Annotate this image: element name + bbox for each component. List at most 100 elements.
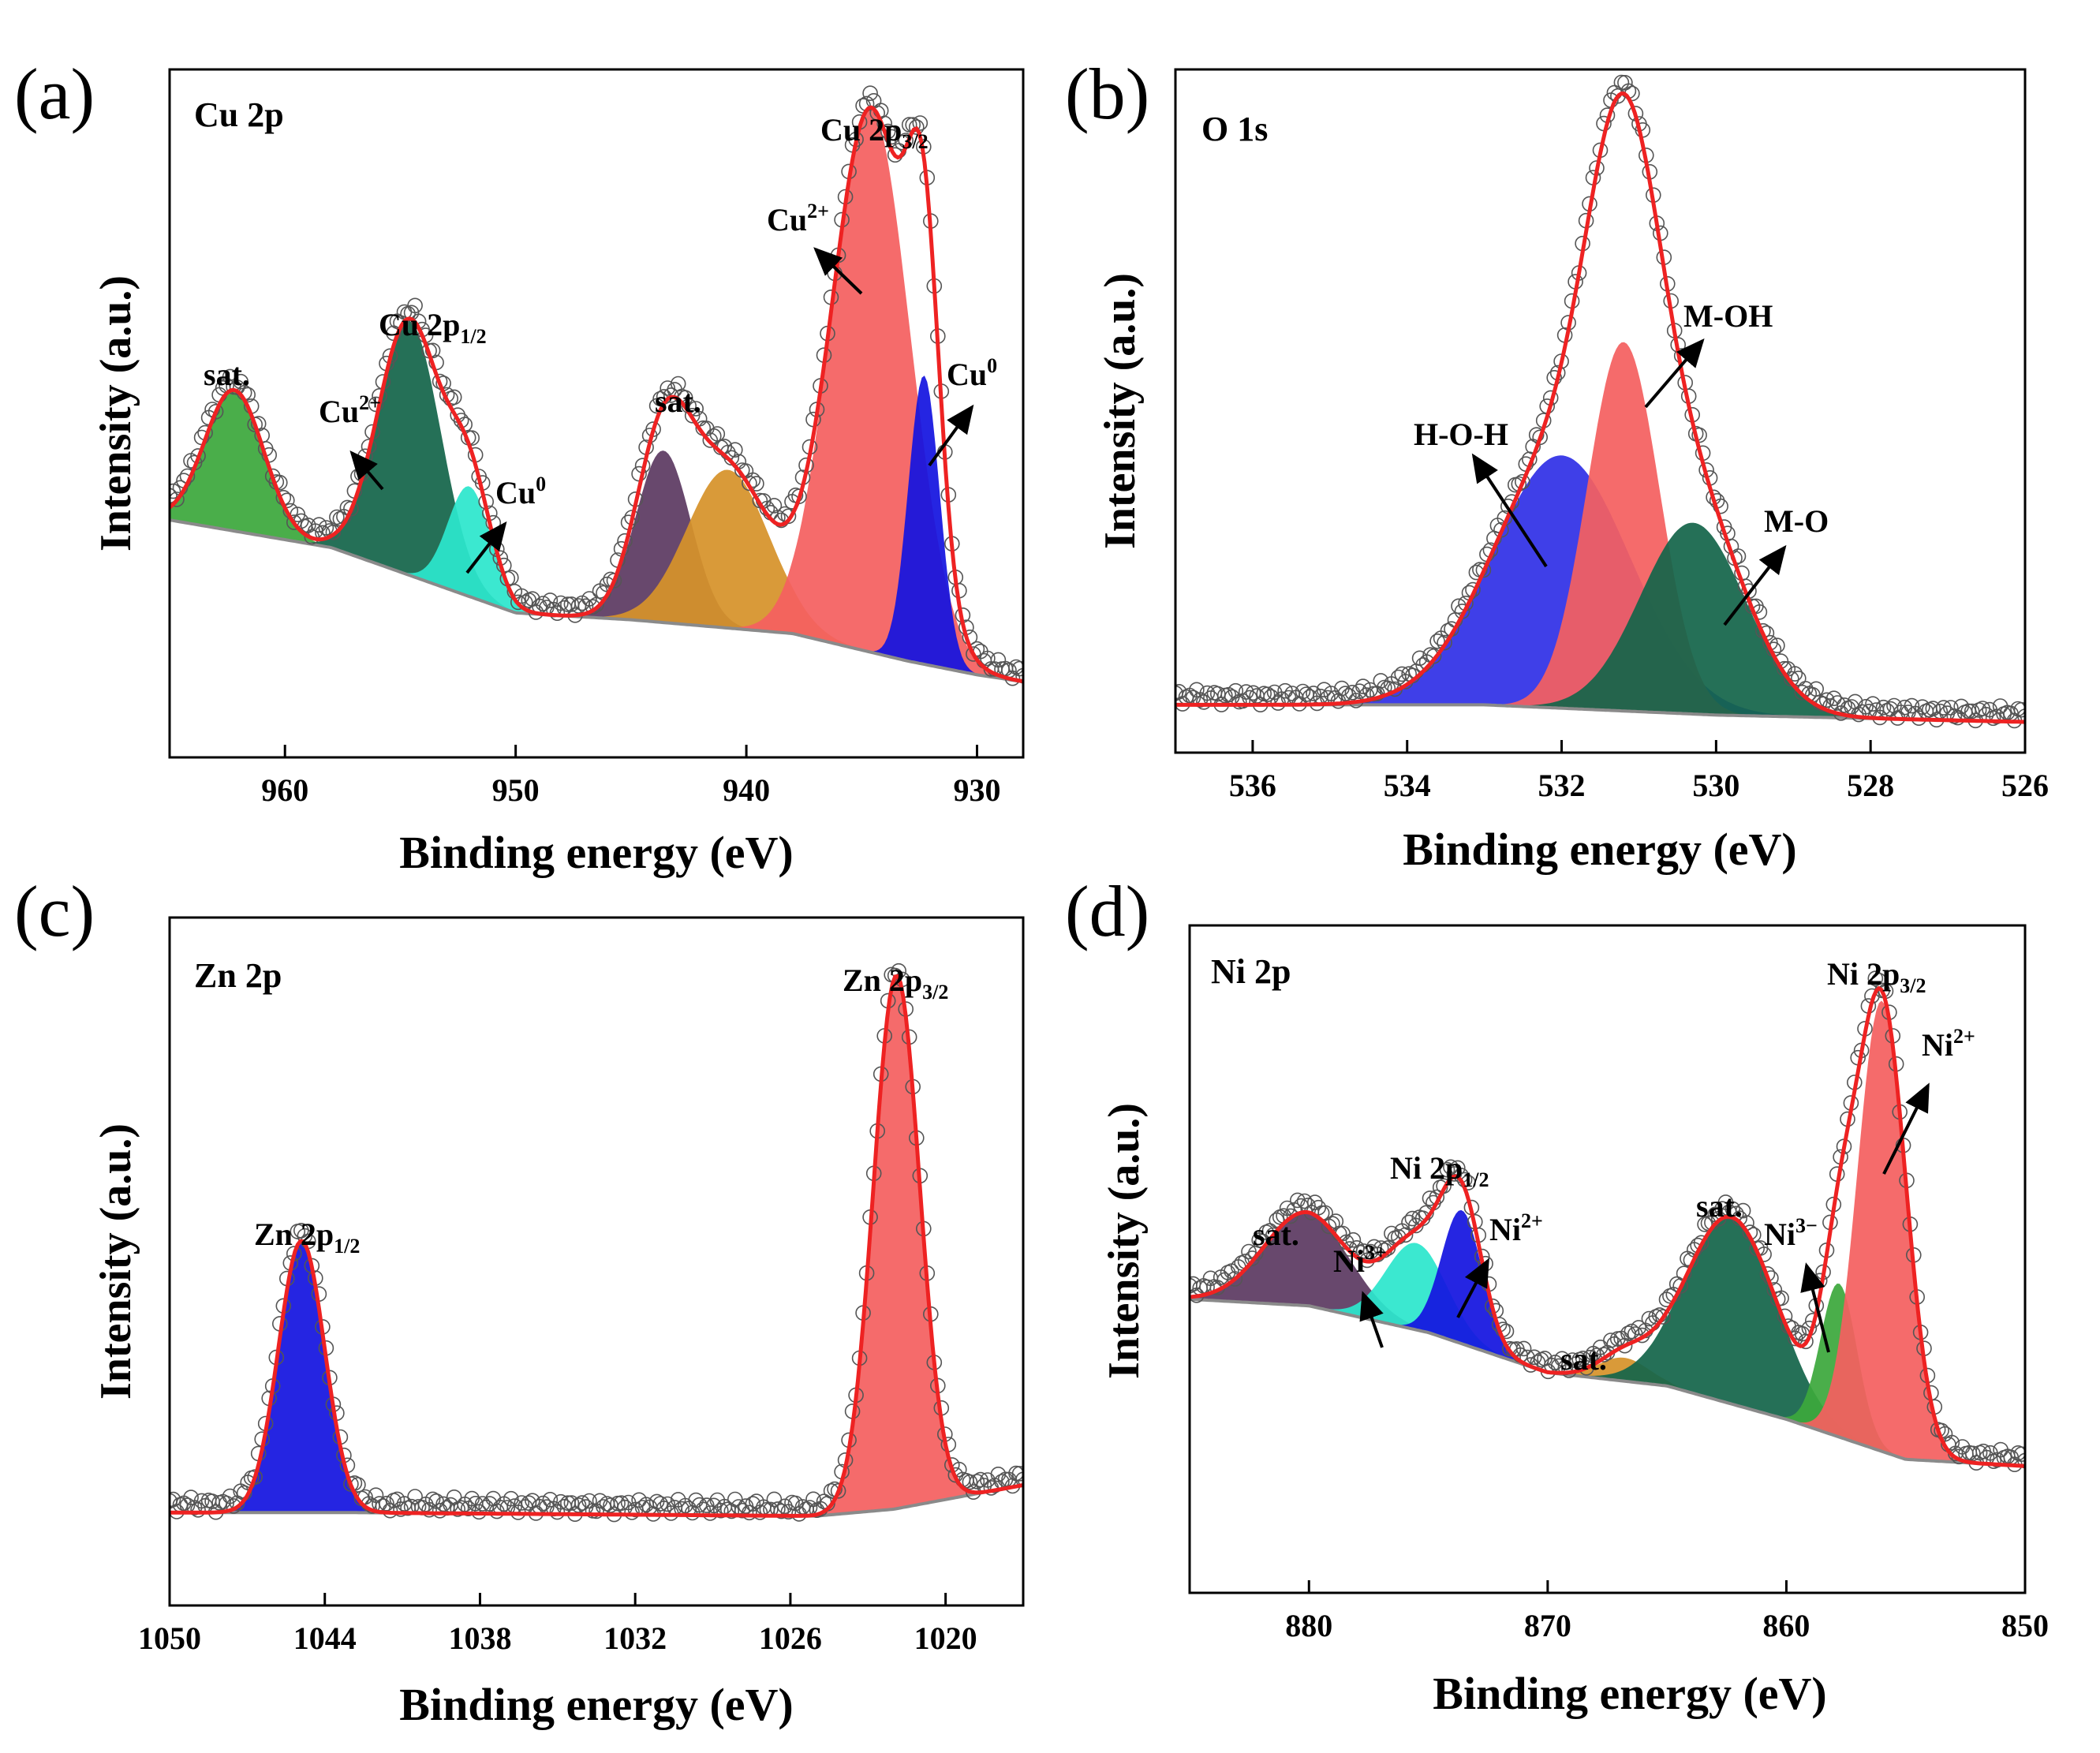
envelope-line-2 — [1175, 91, 2025, 724]
label-cu2-right: Cu2+ — [767, 200, 829, 237]
data-point — [909, 119, 925, 135]
x-tick-label: 930 — [954, 772, 1001, 808]
x-tick-label: 532 — [1538, 768, 1586, 803]
data-point — [766, 498, 783, 514]
data-point — [1220, 686, 1237, 703]
y-axis-label-d: Intensity (a.u.) — [1100, 1103, 1149, 1379]
data-point — [1515, 1340, 1532, 1357]
data-point — [1875, 699, 1892, 716]
panel-c-zn2p: (c) Zn 2p Binding energy (eV) Intensity … — [14, 871, 1025, 1730]
data-point — [1925, 701, 1941, 716]
x-tick-label: 534 — [1384, 768, 1431, 803]
data-point — [514, 1495, 530, 1511]
data-point — [862, 85, 878, 101]
data-point — [688, 401, 704, 417]
data-point — [1735, 1202, 1751, 1219]
label-ni2p12: Ni 2p1/2 — [1390, 1150, 1489, 1191]
axes-frame-a — [168, 68, 1025, 759]
peak-4-4 — [1469, 1346, 1777, 1417]
data-point — [1794, 684, 1810, 701]
label-sat-left-d: sat. — [1253, 1217, 1299, 1252]
data-point — [1867, 970, 1884, 986]
label-ni2-right: Ni2+ — [1922, 1025, 1975, 1063]
data-point — [183, 1489, 199, 1505]
peak-4-2 — [1231, 1243, 1602, 1379]
label-hoh: H-O-H — [1414, 417, 1508, 452]
data-point — [698, 1497, 715, 1513]
data-point — [702, 1505, 719, 1521]
data-point — [1235, 693, 1251, 709]
envelope-line-1 — [170, 105, 1023, 684]
envelope-line-4 — [1190, 985, 2025, 1468]
background-line-4 — [1190, 1297, 2025, 1468]
data-point — [1547, 1355, 1564, 1370]
data-point — [2017, 1452, 2025, 1469]
x-tick-label: 1050 — [138, 1620, 201, 1656]
label-mo: M-O — [1764, 503, 1829, 539]
data-point — [190, 1502, 206, 1518]
label-cu0-right: Cu0 — [947, 354, 997, 392]
data-point — [553, 1493, 569, 1510]
peak-4-5 — [1453, 1217, 2010, 1466]
x-tick-label: 530 — [1692, 768, 1739, 803]
data-point — [1554, 1351, 1570, 1367]
data-point — [752, 1504, 768, 1520]
data-point — [1306, 686, 1321, 701]
data-point — [553, 595, 569, 611]
x-tick-label: 528 — [1847, 768, 1894, 803]
data-point — [1672, 1278, 1688, 1294]
panel-a-cu2p: (a) Cu 2p Binding energy (eV) Intensity … — [14, 54, 1025, 878]
data-point — [912, 115, 929, 131]
x-tick-label: 1026 — [759, 1620, 822, 1656]
data-point — [1713, 498, 1728, 514]
panel-d-ni2p: (d) Ni 2p Binding energy (eV) Intensity … — [1065, 871, 2049, 1719]
peak-2-3 — [1372, 522, 2012, 722]
data-point — [368, 1487, 384, 1503]
data-point — [1015, 667, 1023, 684]
x-ticks-a: 960 950 940 930 — [261, 745, 1001, 808]
data-point — [170, 488, 177, 504]
arrow-ni2-left — [1456, 1258, 1489, 1318]
data-point — [1296, 1193, 1313, 1209]
data-point — [1858, 698, 1874, 715]
axes-frame-c — [168, 916, 1025, 1607]
label-ni2p32: Ni 2p3/2 — [1827, 956, 1926, 997]
data-point — [1693, 1235, 1710, 1251]
data-point — [1189, 682, 1205, 698]
data-point — [1515, 473, 1530, 490]
arrow-moh — [1644, 338, 1705, 409]
data-point — [1603, 1333, 1619, 1348]
data-point — [1528, 427, 1545, 443]
data-point — [1316, 682, 1332, 698]
data-point — [1787, 666, 1803, 682]
arrow-hoh — [1471, 453, 1548, 568]
arrow-ni3-right — [1800, 1262, 1830, 1353]
data-point — [766, 1491, 783, 1508]
panel-title-b: O 1s — [1201, 110, 1268, 148]
label-sat-mid-d: sat. — [1696, 1188, 1743, 1224]
panel-letter-d: (d) — [1065, 871, 1149, 951]
panel-letter-c: (c) — [14, 871, 95, 951]
x-tick-label: 850 — [2001, 1608, 2049, 1643]
data-point — [1904, 697, 1920, 714]
data-point — [393, 1501, 409, 1517]
label-cu2p32: Cu 2p3/2 — [820, 112, 929, 153]
peak-3-2 — [756, 976, 1023, 1516]
data-point — [1437, 634, 1452, 651]
data-point — [606, 573, 622, 589]
data-point — [660, 380, 676, 396]
data-point — [574, 1495, 590, 1511]
label-cu2-left: Cu2+ — [319, 391, 381, 429]
data-point — [1210, 686, 1226, 702]
data-point — [247, 1469, 263, 1485]
data-point — [980, 650, 996, 667]
data-point — [1401, 1214, 1417, 1231]
data-point — [407, 1489, 423, 1504]
data-point — [1526, 1349, 1542, 1366]
data-point — [901, 117, 917, 133]
panel-title-d: Ni 2p — [1211, 952, 1291, 991]
data-point — [1915, 699, 1930, 716]
peak-4-3 — [1338, 1209, 1584, 1377]
x-axis-label-d: Binding energy (eV) — [1433, 1668, 1826, 1719]
data-point — [170, 492, 185, 507]
